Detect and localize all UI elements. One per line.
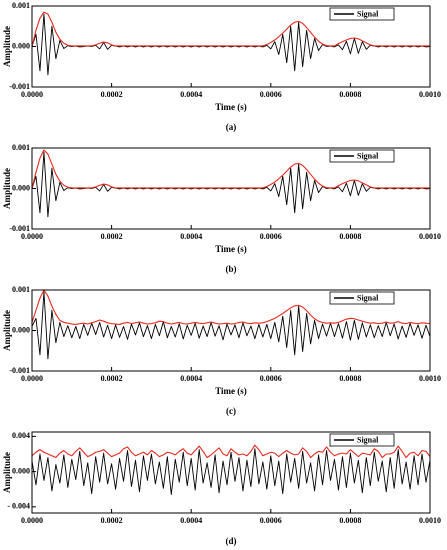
legend-label: Signal bbox=[357, 151, 379, 160]
signal-line bbox=[32, 13, 430, 76]
y-tick-label: 0.000 bbox=[12, 183, 30, 192]
x-tick-label: 0.0010 bbox=[419, 374, 441, 383]
signal-line bbox=[32, 11, 430, 47]
x-tick-label: 0.0002 bbox=[101, 90, 123, 99]
plot bbox=[32, 149, 430, 218]
signal-line bbox=[32, 149, 430, 189]
x-tick-label: 0.0002 bbox=[101, 374, 123, 383]
y-tick-label: - 0.004 bbox=[7, 502, 30, 511]
x-tick-label: 0.0004 bbox=[180, 374, 202, 383]
y-tick-label: -0.001 bbox=[9, 366, 30, 375]
panel-caption: (b) bbox=[226, 264, 237, 274]
plot bbox=[32, 444, 430, 495]
x-tick-label: 0.0008 bbox=[339, 232, 361, 241]
x-tick-label: 0.0010 bbox=[419, 90, 441, 99]
legend-label: Signal bbox=[357, 9, 379, 18]
legend-box bbox=[329, 291, 395, 305]
x-tick-label: 0.0004 bbox=[180, 232, 202, 241]
y-tick-label: 0.001 bbox=[12, 285, 30, 294]
x-tick-label: 0.0008 bbox=[339, 516, 361, 525]
x-tick-label: 0.0006 bbox=[260, 374, 282, 383]
x-tick-label: 0.0010 bbox=[419, 232, 441, 241]
legend-box bbox=[329, 7, 395, 21]
signal-line bbox=[32, 290, 430, 325]
y-tick-label: -0.001 bbox=[9, 224, 30, 233]
x-tick-label: 0.0000 bbox=[21, 516, 43, 525]
x-tick-label: 0.0006 bbox=[260, 232, 282, 241]
legend-label: Signal bbox=[357, 435, 379, 444]
signal-line bbox=[32, 444, 430, 459]
plot bbox=[32, 290, 430, 360]
x-tick-label: 0.0000 bbox=[21, 232, 43, 241]
panel-caption: (d) bbox=[226, 536, 237, 546]
x-tick-label: 0.0006 bbox=[260, 516, 282, 525]
y-axis-label: Amplitude bbox=[2, 26, 12, 67]
plot-frame bbox=[31, 431, 431, 514]
x-tick-label: 0.0008 bbox=[339, 90, 361, 99]
legend-box bbox=[329, 433, 395, 447]
y-tick-label: 0.001 bbox=[12, 143, 30, 152]
y-axis-label: Amplitude bbox=[2, 452, 12, 493]
y-tick-label: 0.000 bbox=[12, 466, 30, 475]
y-axis-label: Amplitude bbox=[2, 310, 12, 351]
x-tick-label: 0.0008 bbox=[339, 374, 361, 383]
y-tick-label: -0.001 bbox=[9, 82, 30, 91]
x-tick-label: 0.0006 bbox=[260, 90, 282, 99]
y-tick-label: 0.004 bbox=[12, 431, 30, 440]
y-axis-label: Amplitude bbox=[2, 168, 12, 209]
x-tick-label: 0.0002 bbox=[101, 232, 123, 241]
signal-line bbox=[32, 151, 430, 218]
x-axis-label: Time (s) bbox=[215, 244, 247, 254]
x-tick-label: 0.0010 bbox=[419, 516, 441, 525]
legend-label: Signal bbox=[357, 293, 379, 302]
x-axis-label: Time (s) bbox=[215, 102, 247, 112]
panel-caption: (a) bbox=[226, 122, 237, 132]
y-tick-label: 0.000 bbox=[12, 41, 30, 50]
x-tick-label: 0.0002 bbox=[101, 516, 123, 525]
x-tick-label: 0.0004 bbox=[180, 90, 202, 99]
y-tick-label: 0.000 bbox=[12, 325, 30, 334]
x-axis-label: Time (s) bbox=[215, 386, 247, 396]
plot bbox=[32, 11, 430, 76]
signal-line bbox=[32, 448, 430, 495]
x-tick-label: 0.0000 bbox=[21, 90, 43, 99]
y-tick-label: 0.001 bbox=[12, 1, 30, 10]
legend-box bbox=[329, 149, 395, 163]
signal-line bbox=[32, 291, 430, 360]
x-tick-label: 0.0000 bbox=[21, 374, 43, 383]
panel-caption: (c) bbox=[226, 406, 236, 416]
x-tick-label: 0.0004 bbox=[180, 516, 202, 525]
